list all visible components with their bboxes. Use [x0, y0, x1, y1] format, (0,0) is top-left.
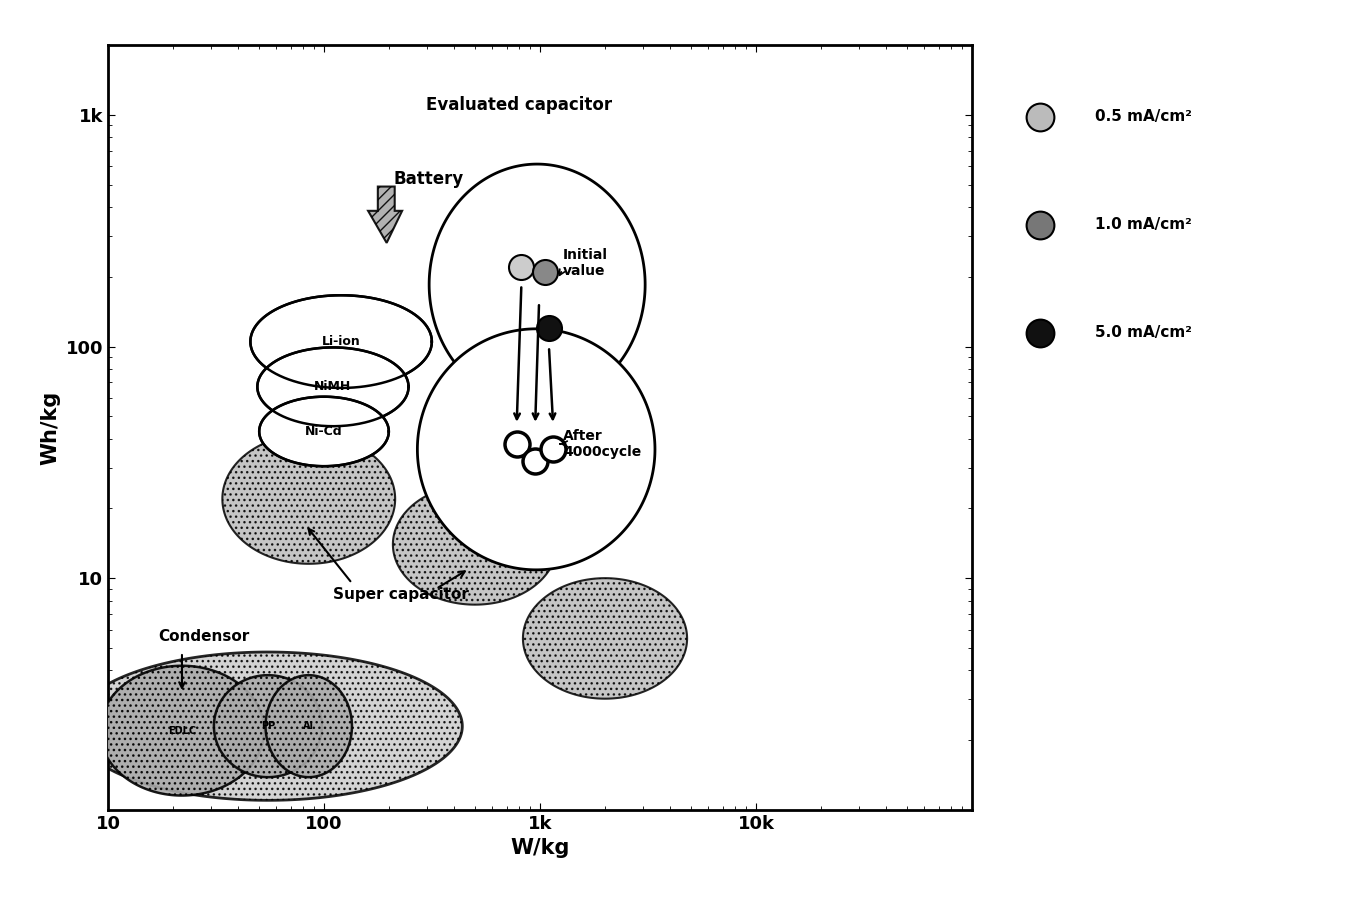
Polygon shape: [393, 484, 558, 605]
Polygon shape: [250, 295, 432, 388]
Text: After
4000cycle: After 4000cycle: [563, 428, 641, 459]
Polygon shape: [258, 347, 409, 427]
Polygon shape: [429, 164, 645, 405]
Polygon shape: [100, 666, 265, 796]
Text: 1.0 mA/cm²: 1.0 mA/cm²: [1095, 218, 1192, 232]
Polygon shape: [417, 328, 655, 570]
Text: Super capacitor: Super capacitor: [333, 587, 468, 602]
Polygon shape: [223, 434, 396, 563]
X-axis label: W/kg: W/kg: [510, 839, 570, 859]
Text: 5.0 mA/cm²: 5.0 mA/cm²: [1095, 326, 1192, 340]
Text: 0.5 mA/cm²: 0.5 mA/cm²: [1095, 110, 1192, 124]
Text: Al: Al: [304, 721, 315, 731]
Text: Initial
value: Initial value: [563, 248, 608, 278]
Text: Li-ion: Li-ion: [321, 335, 360, 348]
Polygon shape: [213, 675, 321, 778]
Text: PP: PP: [261, 721, 275, 731]
Y-axis label: Wh/kg: Wh/kg: [40, 391, 61, 464]
Text: Ni-Cd: Ni-Cd: [305, 425, 343, 438]
Polygon shape: [73, 652, 462, 800]
Text: EDLC: EDLC: [167, 725, 196, 735]
Text: Evaluated capacitor: Evaluated capacitor: [427, 96, 612, 114]
Text: NiMH: NiMH: [315, 381, 351, 393]
Polygon shape: [369, 186, 402, 243]
Polygon shape: [522, 578, 687, 698]
Text: Battery: Battery: [394, 170, 464, 188]
Text: Condensor: Condensor: [158, 629, 248, 644]
Polygon shape: [259, 397, 389, 466]
Polygon shape: [266, 675, 352, 778]
